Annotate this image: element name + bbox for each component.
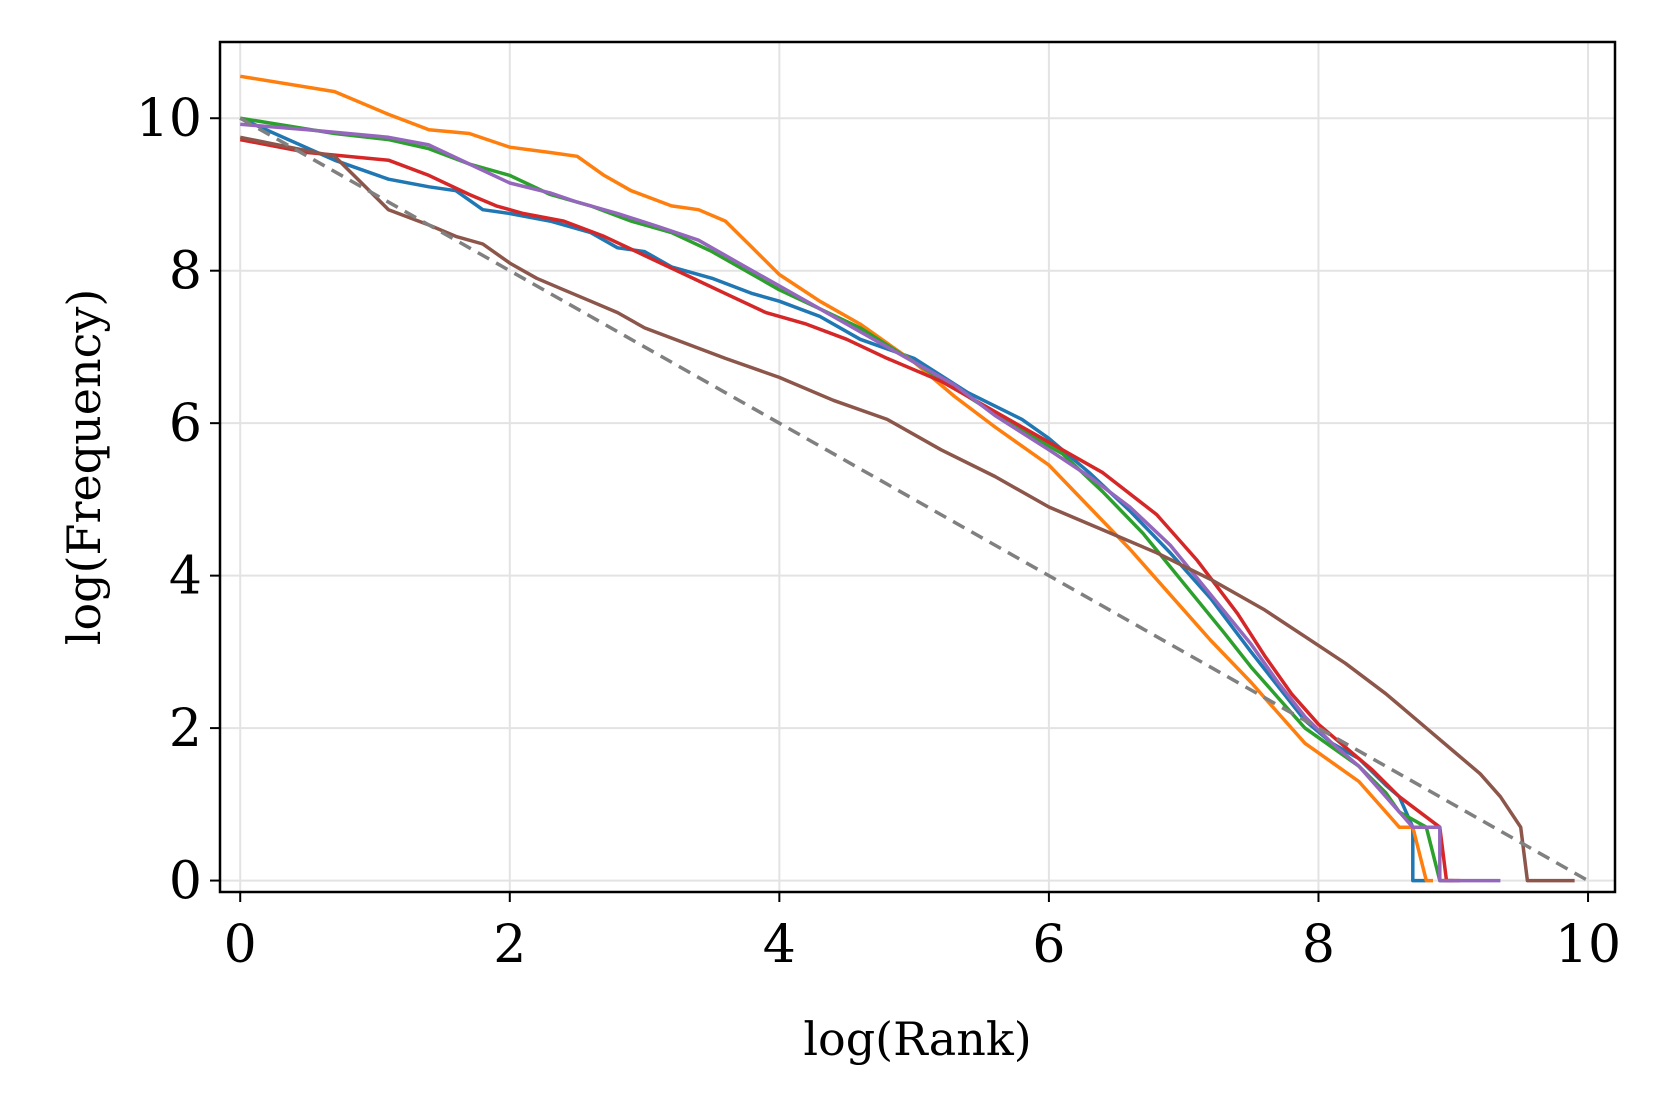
series-line-series-1	[239, 116, 1427, 883]
series-line-series-5	[240, 122, 1501, 883]
x-tick-label: 8	[1302, 915, 1335, 975]
x-axis-label: log(Rank)	[803, 1012, 1031, 1066]
y-tick-label: 6	[169, 394, 202, 454]
reference-line	[239, 116, 1589, 883]
series-group	[239, 74, 1589, 883]
x-tick-label: 6	[1032, 915, 1065, 975]
y-axis-ticks: 0 2 4 6 8 10	[136, 89, 220, 912]
x-tick-label: 4	[763, 915, 796, 975]
grid	[220, 42, 1615, 892]
y-tick-label: 8	[169, 242, 202, 302]
y-tick-label: 4	[169, 547, 202, 607]
x-tick-label: 10	[1555, 915, 1621, 975]
series-line-series-6	[239, 135, 1575, 883]
x-tick-label: 2	[493, 915, 526, 975]
plot-frame	[218, 40, 1617, 894]
series-line-series-4	[239, 137, 1460, 883]
y-tick-label: 0	[169, 852, 202, 912]
y-tick-label: 10	[136, 89, 202, 149]
x-tick-label: 0	[224, 915, 257, 975]
y-tick-label: 2	[169, 699, 202, 759]
y-axis-label: log(Frequency)	[57, 289, 111, 646]
x-axis-ticks: 0 2 4 6 8 10	[224, 892, 1621, 975]
